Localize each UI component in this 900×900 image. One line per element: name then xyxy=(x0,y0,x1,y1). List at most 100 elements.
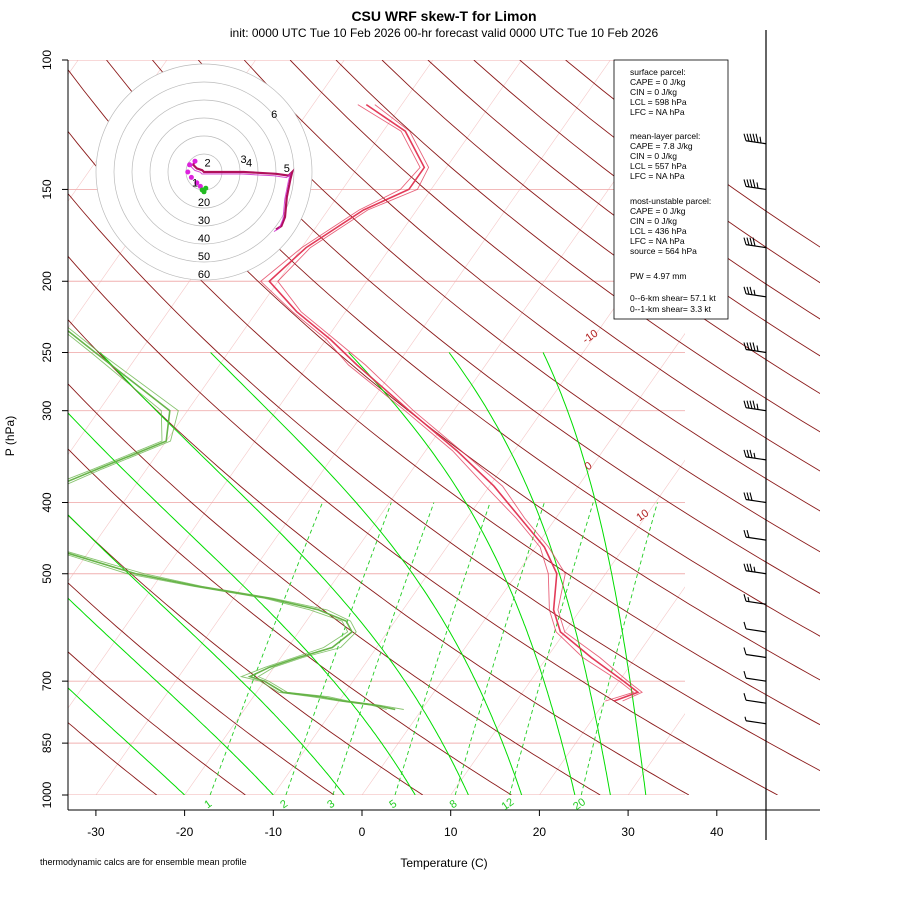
grid-diagonal xyxy=(450,459,685,795)
isotherm-label: -10 xyxy=(581,328,601,347)
hodograph-ring xyxy=(131,99,277,245)
wind-barb-feather xyxy=(749,286,753,295)
wind-barb-feather xyxy=(752,133,756,143)
y-tick-label: 250 xyxy=(40,342,54,362)
wind-barb-feather xyxy=(743,237,747,245)
wind-barb-feather xyxy=(746,449,750,458)
wind-barb-feather xyxy=(743,621,747,630)
wind-barb-feather xyxy=(752,400,756,410)
wind-barb-feather xyxy=(746,179,750,188)
mixing-ratio-label: 20 xyxy=(571,796,588,813)
wind-barb-feather xyxy=(752,179,756,188)
x-tick-label: 0 xyxy=(359,825,366,839)
wind-barb-feather xyxy=(749,492,753,501)
info-surface-line: CAPE = 0 J/kg xyxy=(630,77,686,87)
wind-barb-feather xyxy=(743,529,747,538)
hodograph-point xyxy=(188,174,194,180)
wind-barb-feather xyxy=(743,400,747,408)
dewpoint-profile-line xyxy=(68,329,396,711)
grid-diagonal xyxy=(184,79,685,795)
y-tick-label: 300 xyxy=(40,400,54,420)
hodograph-point xyxy=(187,162,193,168)
info-shear-01: 0--1-km shear= 3.3 kt xyxy=(630,304,712,314)
wind-barb-feather xyxy=(755,133,759,143)
info-mu-line: CAPE = 0 J/kg xyxy=(630,206,686,216)
info-mean-heading: mean-layer parcel: xyxy=(630,131,700,141)
grid-diagonal xyxy=(361,333,685,795)
wind-barb-feather xyxy=(752,237,756,247)
wind-barb-shaft xyxy=(745,244,767,249)
hodograph-point-label: 5 xyxy=(284,163,290,175)
moist-adiabats xyxy=(68,352,647,795)
moist-adiabat xyxy=(68,514,345,795)
wind-barb-shaft xyxy=(745,185,767,191)
wind-barb-shaft xyxy=(745,348,767,354)
x-tick-label: -10 xyxy=(265,825,283,839)
wind-barb-half-feather xyxy=(753,452,756,459)
mixing-ratio-label: 5 xyxy=(387,798,399,811)
wind-barb-feather xyxy=(743,594,747,602)
mixing-ratio-label: 2 xyxy=(278,798,290,811)
hodograph-point xyxy=(185,169,191,175)
temperature-profile-line xyxy=(260,104,635,702)
wind-barbs xyxy=(743,30,767,840)
dry-adiabat xyxy=(68,192,820,772)
dry-adiabat xyxy=(243,60,820,512)
mixing-ratio-lines xyxy=(209,502,658,795)
dry-adiabat xyxy=(197,60,820,553)
info-mu-line: source = 564 hPa xyxy=(630,246,697,256)
x-tick-label: 20 xyxy=(533,825,547,839)
wind-barb-half-feather xyxy=(756,403,759,410)
wind-barb-shaft xyxy=(745,456,767,461)
x-tick-label: 40 xyxy=(710,825,724,839)
info-surface-line: LFC = NA hPa xyxy=(630,107,685,117)
moist-adiabat xyxy=(348,352,576,795)
wind-barb-feather xyxy=(746,286,750,295)
y-tick-label: 700 xyxy=(40,671,54,691)
mixing-ratio-line xyxy=(209,502,323,795)
wind-barb-feather xyxy=(746,563,750,572)
hodograph-point xyxy=(192,158,198,164)
wind-barb-feather xyxy=(746,492,750,501)
info-mu-line: LFC = NA hPa xyxy=(630,236,685,246)
y-tick-label: 400 xyxy=(40,492,54,512)
info-mean-line: LFC = NA hPa xyxy=(630,171,685,181)
isotherms xyxy=(273,60,900,795)
wind-barb-feather xyxy=(743,449,747,458)
y-tick-label: 200 xyxy=(40,271,54,291)
y-tick-label: 1000 xyxy=(40,781,54,808)
wind-barb-feather xyxy=(743,179,747,187)
wind-barb-feather xyxy=(743,670,747,679)
dry-adiabat xyxy=(68,514,424,795)
hodograph-point-label: 3 xyxy=(241,154,247,166)
dry-adiabat xyxy=(68,721,157,795)
wind-barb-feather xyxy=(743,647,747,655)
chart-subtitle: init: 0000 UTC Tue 10 Feb 2026 00-hr for… xyxy=(230,26,659,40)
grid-diagonal xyxy=(68,60,434,582)
grid-diagonal xyxy=(273,206,685,795)
isotherm-label: 50 xyxy=(820,725,837,742)
wind-barb-half-feather xyxy=(756,182,759,189)
y-tick-label: 850 xyxy=(40,733,54,753)
wind-barb-shaft xyxy=(745,600,767,605)
wind-barb-feather xyxy=(746,342,750,351)
grid-diagonal xyxy=(68,60,522,709)
dry-adiabat xyxy=(68,255,778,795)
wind-barb-feather xyxy=(743,133,747,141)
y-tick-label: 100 xyxy=(40,50,54,70)
hodograph-ring-label: 20 xyxy=(198,197,210,209)
info-surface-heading: surface parcel: xyxy=(630,67,686,77)
mixing-ratio-line xyxy=(454,502,545,795)
mixing-ratio-line xyxy=(394,502,491,795)
wind-barb-shaft xyxy=(745,407,767,412)
grid-diagonal xyxy=(717,60,900,795)
y-axis: 100 150 200 250 300 400 500 700 850 1000 xyxy=(40,50,68,808)
x-tick-label: -30 xyxy=(87,825,105,839)
info-mean-line: CIN = 0 J/kg xyxy=(630,151,677,161)
wind-barb-shaft xyxy=(745,536,767,541)
dry-adiabat xyxy=(335,60,820,433)
wind-barb-shaft xyxy=(745,570,767,575)
dewpoint-profile-line xyxy=(68,326,404,710)
wind-barb-half-feather xyxy=(753,566,756,573)
grid-diagonal xyxy=(539,586,685,795)
